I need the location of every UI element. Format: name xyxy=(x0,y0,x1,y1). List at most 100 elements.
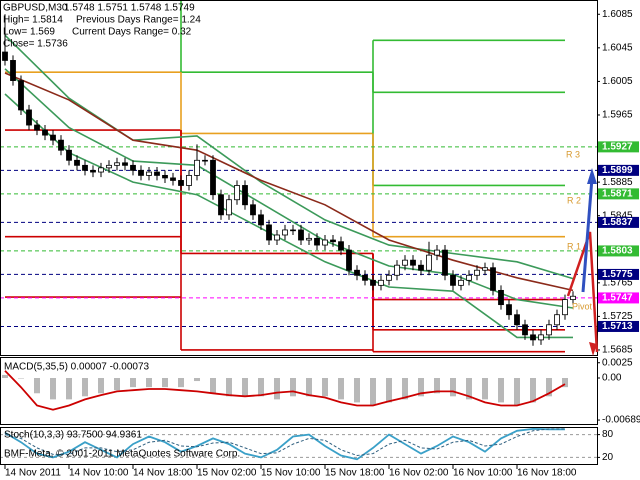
candle-body xyxy=(234,185,240,201)
level-label: 1.5927 xyxy=(602,142,633,153)
y-tick-label: 80 xyxy=(602,429,614,440)
macd-bar xyxy=(466,377,472,400)
candle-body xyxy=(282,229,288,236)
candle-body xyxy=(402,259,408,266)
y-tick-label: 0.0025 xyxy=(602,357,633,368)
candle-body xyxy=(474,269,480,276)
macd-bar xyxy=(130,377,136,388)
candle-body xyxy=(322,239,328,246)
level-box xyxy=(598,141,639,153)
candle-body xyxy=(562,299,568,316)
candle-body xyxy=(226,199,232,216)
stoch-panel-frame xyxy=(0,427,598,465)
candle-body xyxy=(154,171,160,176)
candle-body xyxy=(34,124,40,131)
projection-blue xyxy=(581,177,594,293)
main-panel-frame xyxy=(0,0,598,356)
macd-bar xyxy=(418,377,424,397)
macd-bar xyxy=(226,377,232,397)
pivot-annotation: Pivot xyxy=(572,301,593,311)
candle-body xyxy=(146,171,152,176)
macd-bar xyxy=(18,377,24,379)
level-label: 1.5775 xyxy=(602,269,633,280)
macd-bar xyxy=(242,377,248,397)
y-tick-label: 0.00 xyxy=(602,373,622,384)
info-high: High= 1.5814 xyxy=(3,15,63,26)
macd-bar xyxy=(162,377,168,388)
candle-body xyxy=(170,177,176,181)
x-tick-label: 14 Nov 18:00 xyxy=(133,468,193,479)
candle-body xyxy=(18,80,24,111)
candle-body xyxy=(122,162,128,166)
candle-body xyxy=(178,180,184,186)
candle-body xyxy=(514,314,520,326)
macd-bar xyxy=(434,377,440,394)
macd-bar xyxy=(306,377,312,397)
candle-body xyxy=(58,139,64,151)
candle-body xyxy=(506,304,512,316)
indicator-line xyxy=(4,370,566,411)
candle-body xyxy=(370,279,376,286)
level-label: 1.5871 xyxy=(602,189,633,200)
x-tick-label: 16 Nov 18:00 xyxy=(517,468,577,479)
macd-bar xyxy=(562,377,568,388)
info-close: Close= 1.5736 xyxy=(3,39,68,50)
y-tick-label: 1.5765 xyxy=(602,277,633,288)
candle-body xyxy=(426,254,432,271)
candle-body xyxy=(210,159,216,196)
candle-body xyxy=(130,164,136,171)
level-box xyxy=(598,268,639,280)
x-tick-label: 15 Nov 18:00 xyxy=(325,468,385,479)
level-box xyxy=(598,216,639,228)
candle-body xyxy=(90,169,96,173)
macd-bar xyxy=(450,377,456,397)
macd-panel-frame xyxy=(0,357,598,425)
candle-body xyxy=(394,264,400,276)
macd-bar xyxy=(82,377,88,397)
candle-body xyxy=(386,274,392,281)
candle-body xyxy=(498,289,504,306)
macd-bar xyxy=(258,377,264,397)
candle-body xyxy=(218,194,224,216)
candle-body xyxy=(410,259,416,266)
y-tick-label: -0.00689 xyxy=(602,415,640,426)
candle-body xyxy=(490,267,496,291)
projection-red-head xyxy=(589,342,597,356)
candle-body xyxy=(50,134,56,141)
x-tick-label: 16 Nov 02:00 xyxy=(389,468,449,479)
level-label: 1.5837 xyxy=(602,217,633,228)
candle-body xyxy=(258,214,264,226)
pivot-annotation: R 2 xyxy=(567,195,581,205)
macd-bar xyxy=(354,377,360,403)
macd-bar xyxy=(386,377,392,403)
candle-body xyxy=(362,274,368,281)
y-tick-label: 1.6005 xyxy=(602,76,633,87)
macd-bar xyxy=(370,377,376,406)
candle-body xyxy=(186,175,192,186)
candle-body xyxy=(482,267,488,271)
candle-body xyxy=(354,269,360,276)
candle-body xyxy=(274,234,280,241)
candle-body xyxy=(458,279,464,286)
candle-body xyxy=(10,60,16,81)
macd-bar xyxy=(50,377,56,400)
level-box xyxy=(598,164,639,176)
indicator-line xyxy=(4,427,565,461)
y-tick-label: 1.5845 xyxy=(602,210,633,221)
candle-body xyxy=(266,224,272,241)
y-tick-label: 1.5885 xyxy=(602,177,633,188)
candle-body xyxy=(314,237,320,246)
candle-body xyxy=(138,169,144,176)
candle-body xyxy=(106,164,112,169)
candle-body xyxy=(434,249,440,256)
candle-body xyxy=(442,249,448,276)
macd-bar xyxy=(514,377,520,406)
candle-body xyxy=(194,159,200,176)
macd-bar xyxy=(274,377,280,400)
projection-red xyxy=(566,231,599,353)
macd-bar xyxy=(546,377,552,397)
info-low: Low= 1.569 xyxy=(3,27,55,38)
level-label: 1.5803 xyxy=(602,246,633,257)
candle-body xyxy=(26,109,32,126)
